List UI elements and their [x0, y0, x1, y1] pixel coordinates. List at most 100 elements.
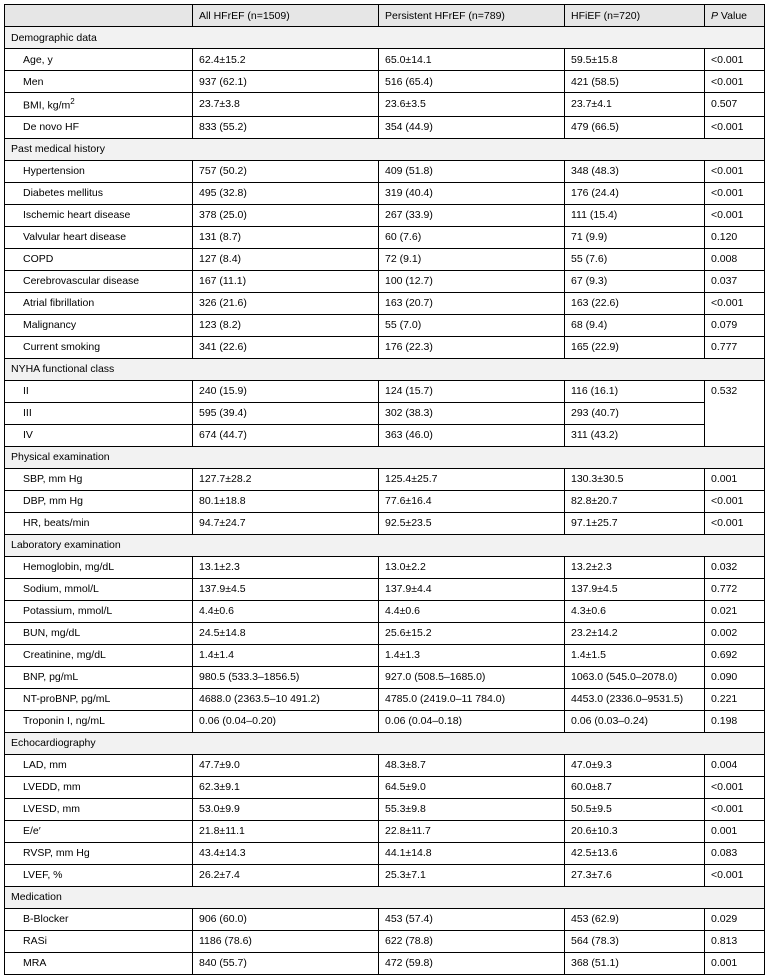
cell-value: 341 (22.6) [193, 336, 379, 358]
cell-value: 13.1±2.3 [193, 556, 379, 578]
row-label: SBP, mm Hg [5, 468, 193, 490]
row-label: LAD, mm [5, 754, 193, 776]
section-header: NYHA functional class [5, 358, 765, 380]
section-header: Physical examination [5, 446, 765, 468]
cell-value: 23.7±3.8 [193, 93, 379, 117]
row-label: III [5, 402, 193, 424]
cell-value: 55 (7.6) [565, 248, 705, 270]
row-label: BUN, mg/dL [5, 622, 193, 644]
row-label: Valvular heart disease [5, 226, 193, 248]
table-row: E/e′21.8±11.122.8±11.720.6±10.30.001 [5, 820, 765, 842]
cell-value: 92.5±23.5 [379, 512, 565, 534]
cell-pvalue: 0.120 [705, 226, 765, 248]
cell-value: 55.3±9.8 [379, 798, 565, 820]
table-row: SBP, mm Hg127.7±28.2125.4±25.7130.3±30.5… [5, 468, 765, 490]
cell-value: 20.6±10.3 [565, 820, 705, 842]
cell-value: 127 (8.4) [193, 248, 379, 270]
cell-value: 124 (15.7) [379, 380, 565, 402]
cell-value: 60.0±8.7 [565, 776, 705, 798]
cell-pvalue: 0.001 [705, 820, 765, 842]
table-row: Β-Blocker906 (60.0)453 (57.4)453 (62.9)0… [5, 908, 765, 930]
row-label: II [5, 380, 193, 402]
cell-value: 72 (9.1) [379, 248, 565, 270]
cell-value: 368 (51.1) [565, 952, 705, 974]
table-row: Hemoglobin, mg/dL13.1±2.313.0±2.213.2±2.… [5, 556, 765, 578]
cell-value: 4.4±0.6 [379, 600, 565, 622]
cell-value: 453 (62.9) [565, 908, 705, 930]
table-row: Potassium, mmol/L4.4±0.64.4±0.64.3±0.60.… [5, 600, 765, 622]
cell-value: 4688.0 (2363.5–10 491.2) [193, 688, 379, 710]
cell-value: 125.4±25.7 [379, 468, 565, 490]
cell-value: 4.4±0.6 [193, 600, 379, 622]
table-header: All HFrEF (n=1509) Persistent HFrEF (n=7… [5, 5, 765, 27]
cell-value: 674 (44.7) [193, 424, 379, 446]
cell-pvalue: <0.001 [705, 49, 765, 71]
table-row: Age, y62.4±15.265.0±14.159.5±15.8<0.001 [5, 49, 765, 71]
cell-value: 55 (7.0) [379, 314, 565, 336]
cell-pvalue: 0.221 [705, 688, 765, 710]
row-label: Hypertension [5, 160, 193, 182]
cell-value: 319 (40.4) [379, 182, 565, 204]
cell-value: 60 (7.6) [379, 226, 565, 248]
cell-value: 47.0±9.3 [565, 754, 705, 776]
cell-value: 13.2±2.3 [565, 556, 705, 578]
row-label: Atrial fibrillation [5, 292, 193, 314]
cell-pvalue: 0.032 [705, 556, 765, 578]
table-row: BMI, kg/m223.7±3.823.6±3.523.7±4.10.507 [5, 93, 765, 117]
cell-value: 100 (12.7) [379, 270, 565, 292]
clinical-characteristics-table: All HFrEF (n=1509) Persistent HFrEF (n=7… [4, 4, 765, 975]
table-row: Valvular heart disease131 (8.7)60 (7.6)7… [5, 226, 765, 248]
cell-value: 67 (9.3) [565, 270, 705, 292]
table-row: Diabetes mellitus495 (32.8)319 (40.4)176… [5, 182, 765, 204]
cell-pvalue: 0.079 [705, 314, 765, 336]
cell-pvalue: 0.002 [705, 622, 765, 644]
table-row: DBP, mm Hg80.1±18.877.6±16.482.8±20.7<0.… [5, 490, 765, 512]
cell-value: 354 (44.9) [379, 116, 565, 138]
row-label: COPD [5, 248, 193, 270]
cell-value: 479 (66.5) [565, 116, 705, 138]
row-label: BNP, pg/mL [5, 666, 193, 688]
table-row: RASi1186 (78.6)622 (78.8)564 (78.3)0.813 [5, 930, 765, 952]
row-label: RASi [5, 930, 193, 952]
cell-value: 1.4±1.3 [379, 644, 565, 666]
row-label: Potassium, mmol/L [5, 600, 193, 622]
cell-value: 757 (50.2) [193, 160, 379, 182]
cell-pvalue: <0.001 [705, 182, 765, 204]
table-row: Malignancy123 (8.2)55 (7.0)68 (9.4)0.079 [5, 314, 765, 336]
cell-value: 453 (57.4) [379, 908, 565, 930]
col-blank [5, 5, 193, 27]
cell-value: 25.3±7.1 [379, 864, 565, 886]
cell-value: 4785.0 (2419.0–11 784.0) [379, 688, 565, 710]
cell-value: 409 (51.8) [379, 160, 565, 182]
row-label: LVEF, % [5, 864, 193, 886]
table-row: COPD127 (8.4)72 (9.1)55 (7.6)0.008 [5, 248, 765, 270]
cell-pvalue: 0.037 [705, 270, 765, 292]
cell-value: 293 (40.7) [565, 402, 705, 424]
cell-value: 23.2±14.2 [565, 622, 705, 644]
cell-pvalue: 0.777 [705, 336, 765, 358]
cell-pvalue: 0.090 [705, 666, 765, 688]
cell-value: 240 (15.9) [193, 380, 379, 402]
row-label: E/e′ [5, 820, 193, 842]
row-label: De novo HF [5, 116, 193, 138]
cell-value: 348 (48.3) [565, 160, 705, 182]
cell-pvalue: 0.813 [705, 930, 765, 952]
cell-value: 4.3±0.6 [565, 600, 705, 622]
cell-value: 71 (9.9) [565, 226, 705, 248]
cell-value: 62.4±15.2 [193, 49, 379, 71]
table-row: Cerebrovascular disease167 (11.1)100 (12… [5, 270, 765, 292]
cell-value: 302 (38.3) [379, 402, 565, 424]
col-hfief: HFiEF (n=720) [565, 5, 705, 27]
cell-value: 23.7±4.1 [565, 93, 705, 117]
cell-value: 495 (32.8) [193, 182, 379, 204]
cell-pvalue: 0.692 [705, 644, 765, 666]
row-label: Current smoking [5, 336, 193, 358]
cell-value: 27.3±7.6 [565, 864, 705, 886]
cell-value: 176 (22.3) [379, 336, 565, 358]
row-label: HR, beats/min [5, 512, 193, 534]
cell-value: 927.0 (508.5–1685.0) [379, 666, 565, 688]
cell-value: 24.5±14.8 [193, 622, 379, 644]
cell-pvalue: <0.001 [705, 864, 765, 886]
cell-value: 378 (25.0) [193, 204, 379, 226]
cell-pvalue: 0.008 [705, 248, 765, 270]
